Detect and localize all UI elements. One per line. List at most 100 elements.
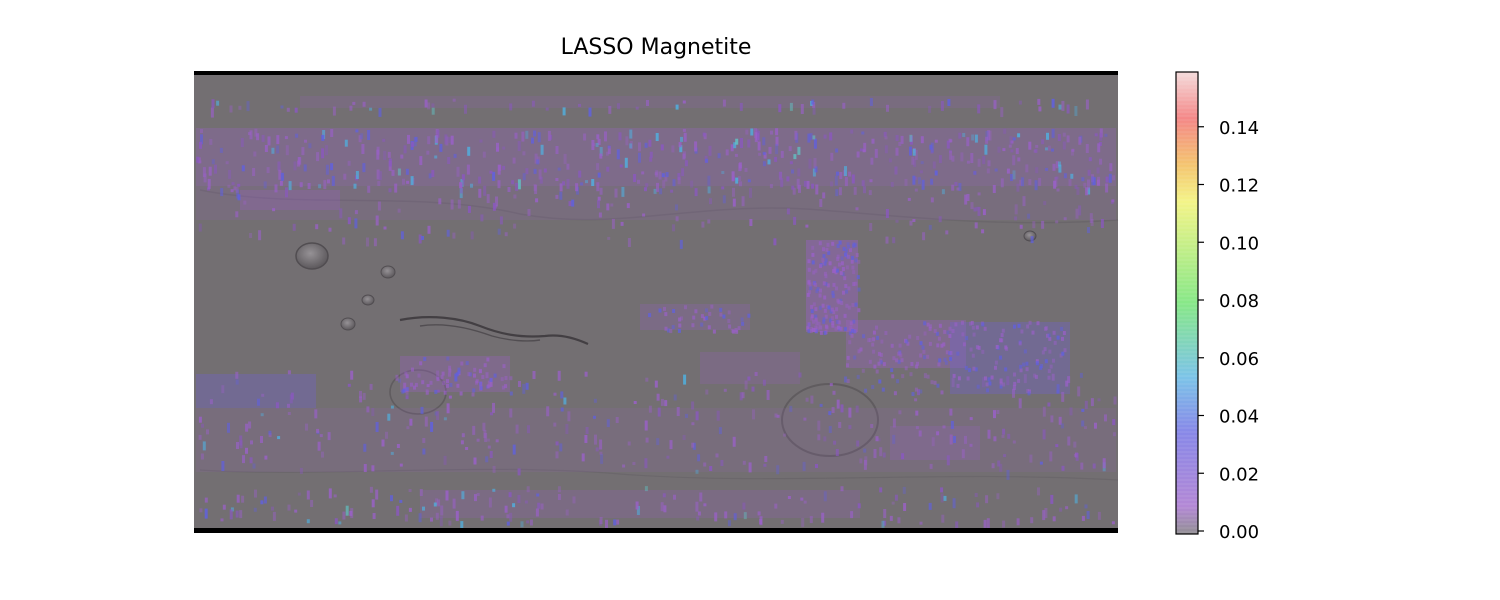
speckle — [923, 331, 927, 336]
speckle — [527, 425, 530, 434]
speckle — [509, 376, 513, 381]
speckle — [625, 136, 629, 146]
speckle — [1052, 330, 1056, 335]
speckle — [600, 453, 604, 464]
speckle — [834, 175, 838, 186]
speckle — [512, 444, 516, 455]
speckle — [695, 501, 699, 512]
speckle — [961, 320, 964, 325]
speckle — [360, 133, 364, 140]
speckle — [656, 393, 660, 401]
speckle — [316, 152, 320, 162]
speckle — [1056, 389, 1060, 394]
speckle — [836, 325, 840, 330]
speckle — [941, 189, 945, 195]
speckle — [739, 102, 743, 111]
speckle — [892, 418, 896, 428]
speckle — [1053, 340, 1057, 345]
speckle — [814, 317, 818, 322]
speckle — [780, 178, 784, 188]
speckle — [897, 359, 901, 364]
speckle — [236, 494, 240, 503]
speckle — [1025, 361, 1029, 366]
speckle — [829, 383, 833, 387]
speckle — [694, 141, 698, 152]
speckle — [776, 465, 780, 475]
speckle — [229, 509, 233, 520]
colorbar-fill — [1176, 72, 1198, 534]
speckle — [847, 305, 851, 310]
speckle — [457, 367, 461, 372]
speckle — [966, 160, 970, 164]
speckle — [667, 328, 670, 333]
speckle — [981, 322, 985, 327]
speckle — [928, 224, 932, 230]
speckle — [988, 130, 992, 141]
speckle — [288, 181, 292, 191]
speckle — [522, 383, 526, 394]
speckle — [459, 184, 463, 194]
speckle — [352, 101, 356, 105]
speckle — [323, 180, 327, 190]
speckle — [673, 394, 677, 401]
speckle — [648, 139, 652, 147]
speckle — [426, 384, 430, 388]
speckle — [917, 389, 920, 396]
speckle — [509, 512, 513, 522]
speckle — [506, 514, 510, 519]
speckle — [857, 259, 861, 264]
speckle — [221, 385, 225, 394]
speckle — [879, 447, 883, 457]
speckle — [912, 175, 916, 185]
speckle — [747, 313, 751, 318]
speckle — [697, 454, 701, 462]
speckle — [775, 136, 779, 146]
speckle — [1055, 176, 1059, 180]
speckle — [780, 150, 784, 158]
speckle — [211, 99, 215, 109]
speckle — [969, 443, 973, 447]
speckle — [305, 423, 308, 431]
speckle — [853, 355, 857, 360]
speckle — [930, 142, 934, 153]
overlay-southwest — [196, 374, 316, 408]
speckle — [971, 353, 975, 358]
speckle — [719, 312, 723, 317]
speckle — [838, 320, 842, 325]
relief-features — [199, 189, 1119, 481]
speckle — [395, 374, 399, 381]
speckle — [952, 373, 956, 378]
speckle — [473, 367, 477, 372]
speckle — [239, 510, 243, 519]
speckle — [994, 360, 998, 365]
speckle — [823, 331, 827, 335]
speckle — [890, 368, 894, 373]
speckle — [923, 355, 926, 360]
speckle — [497, 180, 501, 189]
speckle — [800, 104, 804, 114]
speckle — [431, 107, 435, 115]
speckle — [812, 107, 816, 115]
speckle — [376, 146, 380, 155]
speckle — [1065, 380, 1069, 387]
speckle — [526, 520, 530, 524]
speckle — [271, 506, 274, 511]
speckle — [1113, 396, 1117, 405]
speckle — [216, 100, 220, 106]
speckle — [786, 176, 790, 182]
speckle — [446, 229, 450, 237]
speckle — [977, 158, 981, 167]
speckle — [818, 305, 822, 310]
speckle — [742, 502, 746, 510]
speckle — [436, 389, 440, 393]
speckle — [371, 499, 375, 508]
speckle — [949, 150, 953, 160]
speckle — [997, 460, 1001, 467]
speckle — [859, 347, 863, 352]
speckle — [559, 191, 563, 200]
speckle — [455, 372, 459, 377]
speckle — [515, 424, 519, 434]
speckle — [366, 237, 369, 247]
speckle — [654, 380, 658, 388]
speckle — [1012, 155, 1016, 166]
